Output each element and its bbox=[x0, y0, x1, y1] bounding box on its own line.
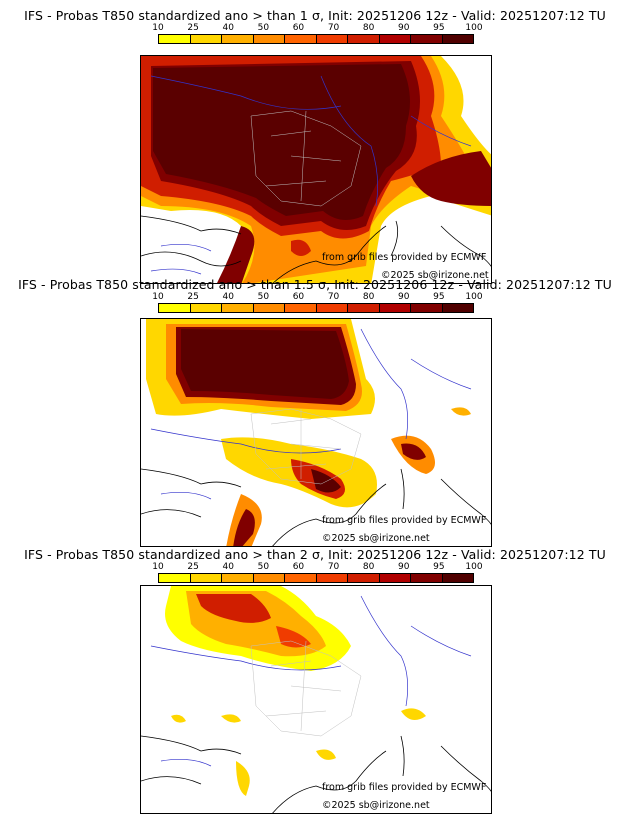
probability-legend: 10 25 40 50 60 70 80 90 95 100 bbox=[152, 562, 483, 586]
panel-title: IFS - Probas T850 standardized ano > tha… bbox=[24, 8, 606, 23]
legend-color-swatch bbox=[379, 304, 411, 312]
legend-tick-label: 90 bbox=[398, 562, 410, 572]
legend-color-swatch bbox=[190, 35, 222, 43]
legend-tick-label: 40 bbox=[222, 23, 234, 33]
legend-tick-label: 60 bbox=[292, 562, 305, 572]
legend-color-swatch bbox=[159, 304, 191, 312]
map-departments bbox=[250, 408, 362, 485]
legend-color-swatch bbox=[442, 35, 473, 43]
legend-tick-label: 80 bbox=[362, 562, 375, 572]
legend-colorbar bbox=[158, 34, 474, 44]
legend-color-swatch bbox=[190, 574, 222, 582]
map-departments bbox=[250, 640, 362, 737]
legend-tick-label: 95 bbox=[433, 292, 445, 302]
map-rivers bbox=[150, 595, 472, 767]
map-svg bbox=[141, 586, 491, 813]
probability-legend: 10 25 40 50 60 70 80 90 95 100 bbox=[152, 292, 483, 316]
legend-tick-label: 40 bbox=[222, 292, 234, 302]
legend-color-swatch bbox=[348, 574, 380, 582]
legend-tick-label: 60 bbox=[292, 292, 305, 302]
panel-sigma-1-5: IFS - Probas T850 standardized ano > tha… bbox=[0, 277, 630, 547]
legend-color-swatch bbox=[316, 304, 348, 312]
legend-color-swatch bbox=[316, 35, 348, 43]
legend-colorbar bbox=[158, 303, 474, 313]
map-coastlines bbox=[141, 468, 491, 546]
legend-tick-label: 10 bbox=[152, 23, 164, 33]
probability-field bbox=[141, 56, 491, 283]
panel-sigma-1: IFS - Probas T850 standardized ano > tha… bbox=[0, 8, 630, 284]
map-rivers bbox=[150, 328, 472, 500]
legend-tick-label: 50 bbox=[257, 562, 270, 572]
panel-sigma-2: IFS - Probas T850 standardized ano > tha… bbox=[0, 547, 630, 817]
legend-ticks: 10 25 40 50 60 70 80 90 95 100 bbox=[152, 23, 482, 34]
legend-color-swatch bbox=[411, 304, 443, 312]
legend-tick-label: 80 bbox=[362, 23, 375, 33]
legend-tick-label: 100 bbox=[465, 23, 483, 33]
panel-title: IFS - Probas T850 standardized ano > tha… bbox=[18, 277, 612, 292]
legend-ticks: 10 25 40 50 60 70 80 90 95 100 bbox=[152, 292, 482, 303]
legend-color-swatch bbox=[411, 35, 443, 43]
legend-color-swatch bbox=[379, 574, 411, 582]
map-rivers bbox=[150, 75, 472, 275]
legend-colorbar bbox=[158, 573, 474, 583]
legend-ticks: 10 25 40 50 60 70 80 90 95 100 bbox=[152, 562, 482, 573]
legend-tick-label: 95 bbox=[433, 562, 445, 572]
legend-color-swatch bbox=[253, 574, 285, 582]
probability-map: from grib files provided by ECMWF ©2025 … bbox=[140, 585, 492, 814]
legend-color-swatch bbox=[379, 35, 411, 43]
credit-copyright: ©2025 sb@irizone.net bbox=[322, 800, 430, 811]
map-svg bbox=[141, 319, 491, 546]
credit-copyright: ©2025 sb@irizone.net bbox=[322, 533, 430, 544]
legend-tick-label: 25 bbox=[187, 23, 199, 33]
legend-color-swatch bbox=[222, 304, 254, 312]
legend-color-swatch bbox=[442, 574, 473, 582]
probability-field bbox=[165, 586, 426, 796]
legend-color-swatch bbox=[222, 574, 254, 582]
legend-color-swatch bbox=[285, 35, 317, 43]
legend-color-swatch bbox=[222, 35, 254, 43]
legend-tick-label: 50 bbox=[257, 23, 270, 33]
legend-tick-label: 10 bbox=[152, 292, 164, 302]
legend-tick-label: 70 bbox=[327, 23, 340, 33]
legend-tick-label: 100 bbox=[465, 292, 483, 302]
legend-tick-label: 90 bbox=[398, 292, 410, 302]
legend-tick-label: 50 bbox=[257, 292, 270, 302]
probability-map: from grib files provided by ECMWF ©2025 … bbox=[140, 55, 492, 284]
credit-copyright: ©2025 sb@irizone.net bbox=[381, 270, 489, 281]
map-svg bbox=[141, 56, 491, 283]
legend-tick-label: 70 bbox=[327, 562, 340, 572]
credit-source: from grib files provided by ECMWF bbox=[322, 515, 487, 526]
credit-source: from grib files provided by ECMWF bbox=[322, 782, 487, 793]
map-coastlines bbox=[141, 215, 491, 283]
legend-tick-label: 25 bbox=[187, 562, 199, 572]
legend-tick-label: 25 bbox=[187, 292, 199, 302]
legend-tick-label: 100 bbox=[465, 562, 483, 572]
legend-color-swatch bbox=[442, 304, 473, 312]
legend-color-swatch bbox=[285, 304, 317, 312]
panel-title: IFS - Probas T850 standardized ano > tha… bbox=[24, 547, 606, 562]
map-departments bbox=[250, 110, 362, 207]
legend-color-swatch bbox=[411, 574, 443, 582]
legend-color-swatch bbox=[159, 574, 191, 582]
legend-color-swatch bbox=[348, 304, 380, 312]
probability-legend: 10 25 40 50 60 70 80 90 95 100 bbox=[152, 23, 483, 47]
legend-tick-label: 90 bbox=[398, 23, 410, 33]
credit-source: from grib files provided by ECMWF bbox=[322, 252, 487, 263]
legend-tick-label: 80 bbox=[362, 292, 375, 302]
legend-color-swatch bbox=[190, 304, 222, 312]
legend-tick-label: 60 bbox=[292, 23, 305, 33]
legend-tick-label: 40 bbox=[222, 562, 234, 572]
legend-color-swatch bbox=[316, 574, 348, 582]
map-coastlines bbox=[141, 735, 491, 813]
legend-color-swatch bbox=[159, 35, 191, 43]
legend-color-swatch bbox=[285, 574, 317, 582]
legend-tick-label: 70 bbox=[327, 292, 340, 302]
legend-color-swatch bbox=[253, 304, 285, 312]
probability-field bbox=[146, 319, 471, 546]
probability-map: from grib files provided by ECMWF ©2025 … bbox=[140, 318, 492, 547]
legend-color-swatch bbox=[253, 35, 285, 43]
legend-tick-label: 10 bbox=[152, 562, 164, 572]
legend-color-swatch bbox=[348, 35, 380, 43]
legend-tick-label: 95 bbox=[433, 23, 445, 33]
